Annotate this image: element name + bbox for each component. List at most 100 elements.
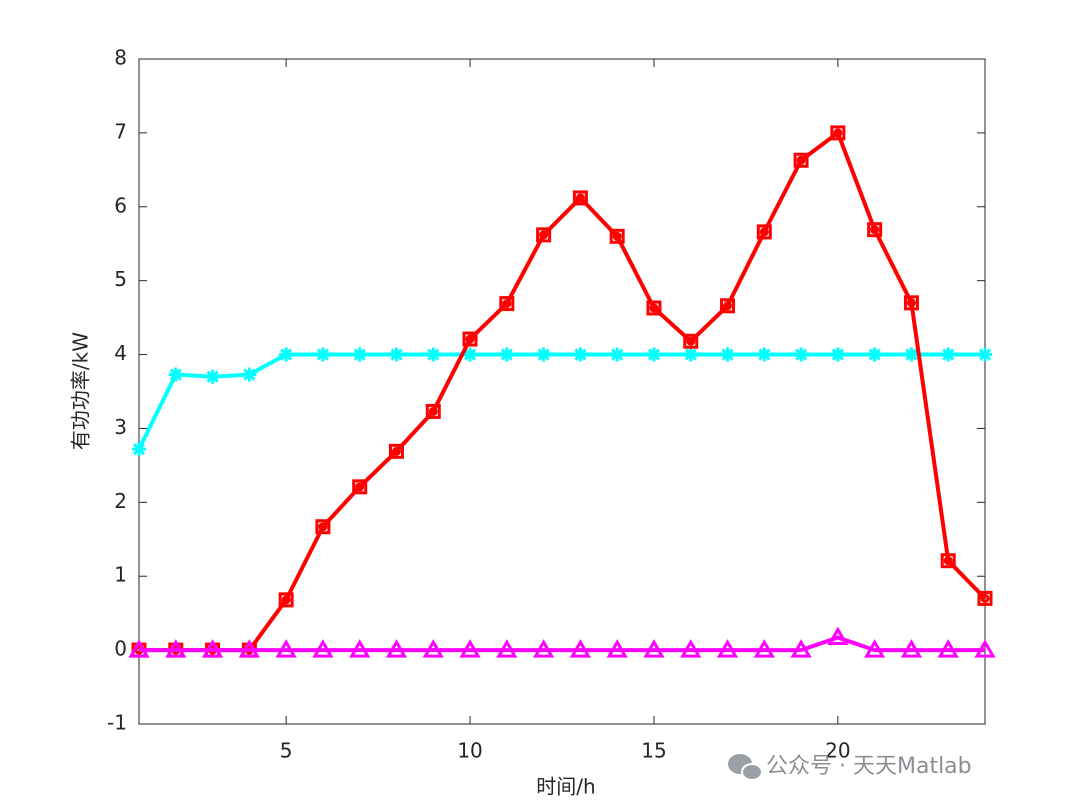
marker-triangle bbox=[569, 639, 591, 658]
marker-circle bbox=[686, 336, 696, 346]
plot-area bbox=[138, 58, 986, 725]
marker-square bbox=[903, 295, 919, 311]
marker bbox=[463, 347, 478, 362]
marker-asterisk bbox=[499, 347, 514, 362]
marker-triangle bbox=[864, 639, 886, 658]
marker-triangle bbox=[128, 639, 150, 658]
marker bbox=[643, 639, 665, 658]
y-tick-label: -1 bbox=[107, 711, 127, 735]
marker bbox=[132, 442, 146, 457]
marker-triangle bbox=[496, 639, 518, 658]
marker bbox=[716, 639, 739, 658]
x-tick-label: 5 bbox=[280, 739, 293, 763]
marker bbox=[794, 347, 809, 362]
marker-circle bbox=[833, 128, 843, 138]
marker-circle bbox=[649, 303, 659, 313]
marker-circle bbox=[281, 595, 291, 605]
watermark-icon bbox=[728, 754, 763, 781]
marker bbox=[940, 553, 956, 569]
marker-asterisk bbox=[168, 367, 183, 382]
y-tick-label: 7 bbox=[114, 119, 127, 143]
marker bbox=[388, 443, 404, 459]
marker bbox=[462, 331, 478, 347]
marker bbox=[683, 347, 698, 362]
marker-asterisk bbox=[867, 347, 882, 362]
marker bbox=[205, 369, 220, 384]
marker-square bbox=[683, 333, 699, 349]
marker bbox=[680, 639, 702, 658]
marker bbox=[830, 125, 846, 141]
marker bbox=[904, 347, 919, 362]
y-tick-label: 5 bbox=[114, 267, 127, 291]
marker bbox=[499, 296, 515, 312]
marker bbox=[536, 227, 552, 243]
marker bbox=[242, 367, 257, 382]
marker-triangle bbox=[900, 639, 923, 658]
marker-circle bbox=[759, 227, 769, 237]
marker bbox=[128, 639, 150, 658]
marker bbox=[201, 639, 224, 658]
marker-asterisk bbox=[904, 347, 919, 362]
marker-asterisk bbox=[610, 347, 625, 362]
marker-circle bbox=[796, 155, 806, 165]
marker-square bbox=[646, 300, 662, 316]
marker bbox=[757, 347, 772, 362]
marker bbox=[903, 295, 919, 311]
marker-square bbox=[388, 443, 404, 459]
marker-square bbox=[867, 222, 883, 238]
marker bbox=[352, 347, 367, 362]
marker-circle bbox=[539, 230, 549, 240]
marker-circle bbox=[502, 299, 512, 309]
marker-asterisk bbox=[132, 442, 146, 457]
marker-triangle bbox=[349, 639, 371, 658]
marker-circle bbox=[318, 522, 328, 532]
x-tick-label: 20 bbox=[825, 739, 850, 763]
marker-square bbox=[499, 296, 515, 312]
y-tick-label: 1 bbox=[114, 563, 127, 587]
marker-triangle bbox=[533, 639, 555, 658]
marker-asterisk bbox=[720, 347, 735, 362]
marker-circle bbox=[391, 446, 401, 456]
marker bbox=[385, 639, 408, 658]
marker bbox=[790, 639, 812, 658]
y-tick-label: 4 bbox=[114, 341, 127, 365]
marker-triangle bbox=[275, 639, 297, 658]
marker-asterisk bbox=[757, 347, 772, 362]
y-tick-label: 6 bbox=[114, 193, 127, 217]
marker bbox=[753, 639, 775, 658]
marker bbox=[683, 333, 699, 349]
marker-triangle bbox=[312, 639, 334, 658]
marker bbox=[389, 347, 404, 362]
marker bbox=[279, 347, 294, 362]
marker-circle bbox=[943, 556, 953, 566]
marker-triangle bbox=[422, 639, 444, 658]
marker-asterisk bbox=[242, 367, 257, 382]
marker-asterisk bbox=[279, 347, 294, 362]
marker-circle bbox=[612, 231, 622, 241]
marker-asterisk bbox=[794, 347, 809, 362]
marker bbox=[606, 639, 628, 658]
marker bbox=[610, 347, 625, 362]
marker bbox=[646, 300, 662, 316]
marker-triangle bbox=[790, 639, 812, 658]
marker-square bbox=[756, 224, 772, 240]
marker-triangle bbox=[238, 639, 260, 658]
marker bbox=[422, 639, 444, 658]
marker bbox=[312, 639, 334, 658]
marker-triangle bbox=[165, 639, 187, 658]
y-axis-label: 有功功率/kW bbox=[69, 332, 93, 450]
marker-asterisk bbox=[426, 347, 441, 362]
marker-square bbox=[352, 479, 368, 495]
marker bbox=[793, 152, 809, 168]
marker bbox=[867, 222, 883, 238]
marker-triangle bbox=[643, 639, 665, 658]
marker-asterisk bbox=[646, 347, 661, 362]
marker bbox=[830, 347, 845, 362]
marker-square bbox=[977, 590, 993, 606]
marker bbox=[425, 403, 441, 419]
series-line bbox=[139, 130, 987, 653]
marker bbox=[756, 224, 772, 240]
marker-asterisk bbox=[978, 347, 992, 362]
marker-square bbox=[462, 331, 478, 347]
